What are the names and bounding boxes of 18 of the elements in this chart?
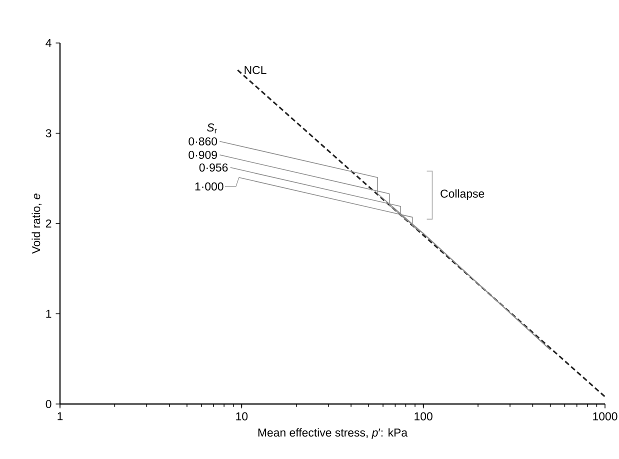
y-axis-title: Void ratio, e (32, 194, 42, 254)
x-axis-title: Mean effective stress, p′: kPa (258, 428, 408, 439)
annotation: Collapse (440, 189, 484, 200)
series-label: 0·909 (188, 150, 217, 159)
series-label: 0·860 (188, 137, 218, 146)
y-tick-label: 3 (46, 129, 52, 138)
x-tick-label: 1000 (593, 412, 618, 420)
x-tick-label: 100 (414, 412, 432, 420)
y-tick-label: 4 (46, 39, 52, 47)
x-tick-label: 1 (58, 412, 63, 420)
y-tick-label: 2 (46, 220, 52, 228)
y-tick-label: 1 (46, 310, 52, 318)
legend-title: S$_{r}$ (207, 123, 217, 134)
legend-label: 1·000 (195, 182, 224, 190)
series-label: NCL (244, 66, 266, 74)
series-label: 0·956 (199, 163, 228, 172)
y-tick-label: 0 (46, 400, 52, 408)
x-tick-label: 10 (236, 412, 248, 420)
